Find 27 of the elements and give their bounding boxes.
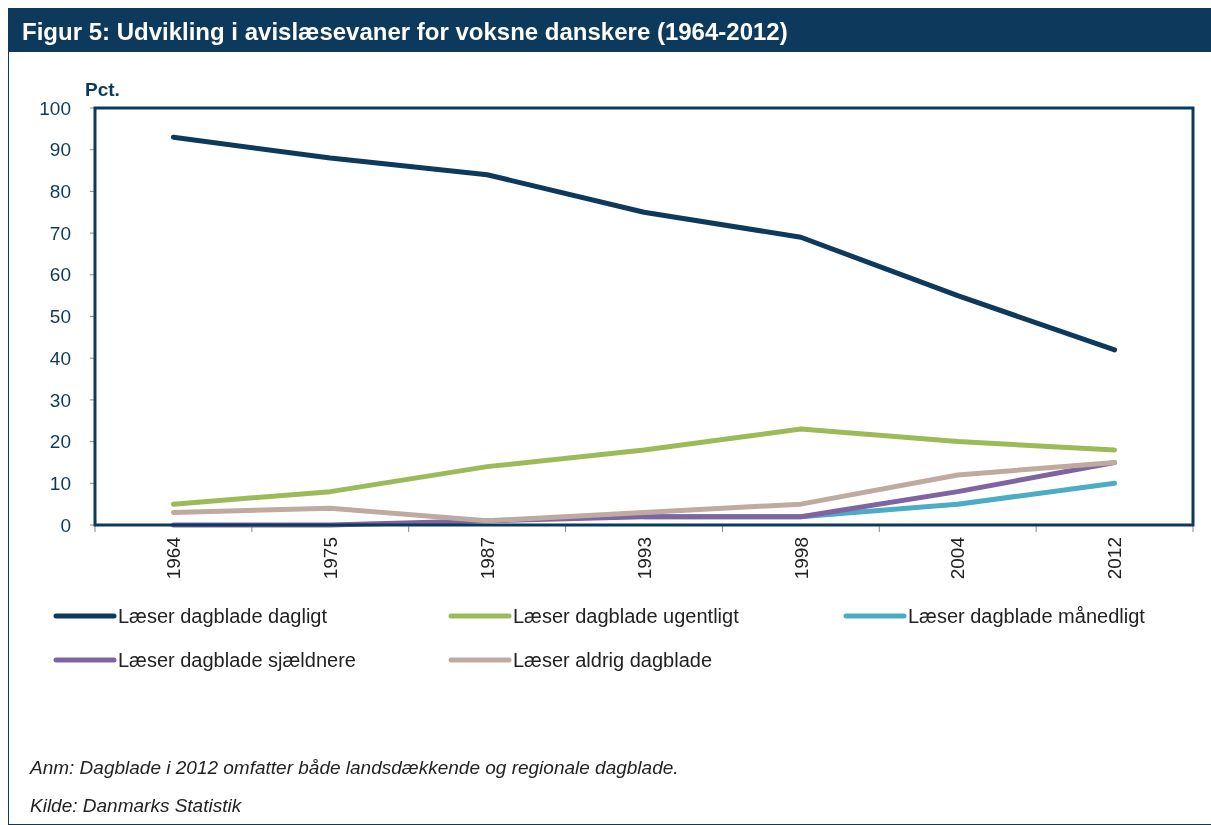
y-tick-label: 100 — [39, 97, 71, 119]
y-tick-label: 0 — [60, 514, 71, 536]
y-axis-title: Pct. — [85, 79, 120, 100]
x-tick-label: 1993 — [633, 537, 655, 580]
legend-label: Læser dagblade månedligt — [908, 605, 1146, 627]
x-tick-label: 1975 — [319, 537, 341, 580]
x-tick-label: 2012 — [1104, 537, 1126, 580]
text: Anm: Dagblade i 2012 omfatter både landsdækkende og regionale dagblade. — [29, 757, 679, 778]
x-tick-label: 2004 — [947, 536, 969, 580]
y-tick-label: 70 — [49, 222, 71, 244]
y-tick-label: 90 — [49, 139, 71, 161]
x-tick-label: 1987 — [476, 537, 498, 580]
y-tick-label: 80 — [49, 181, 71, 203]
legend-label: Læser dagblade dagligt — [118, 605, 328, 627]
legend-label: Læser aldrig dagblade — [513, 649, 713, 671]
chart-title: Figur 5: Udvikling i avislæsevaner for voksne danskere (1964-2012) — [22, 18, 788, 45]
x-tick-label: 1964 — [163, 536, 185, 580]
y-tick-label: 10 — [49, 472, 71, 494]
y-tick-label: 60 — [49, 264, 71, 286]
legend-label: Læser dagblade ugentligt — [513, 605, 740, 627]
text: Kilde: Danmarks Statistik — [30, 795, 243, 816]
y-tick-label: 50 — [49, 306, 71, 328]
y-tick-label: 20 — [49, 431, 71, 453]
y-tick-label: 40 — [49, 347, 71, 369]
legend-label: Læser dagblade sjældnere — [118, 649, 356, 671]
x-tick-label: 1998 — [790, 537, 812, 580]
y-tick-label: 30 — [49, 389, 71, 411]
